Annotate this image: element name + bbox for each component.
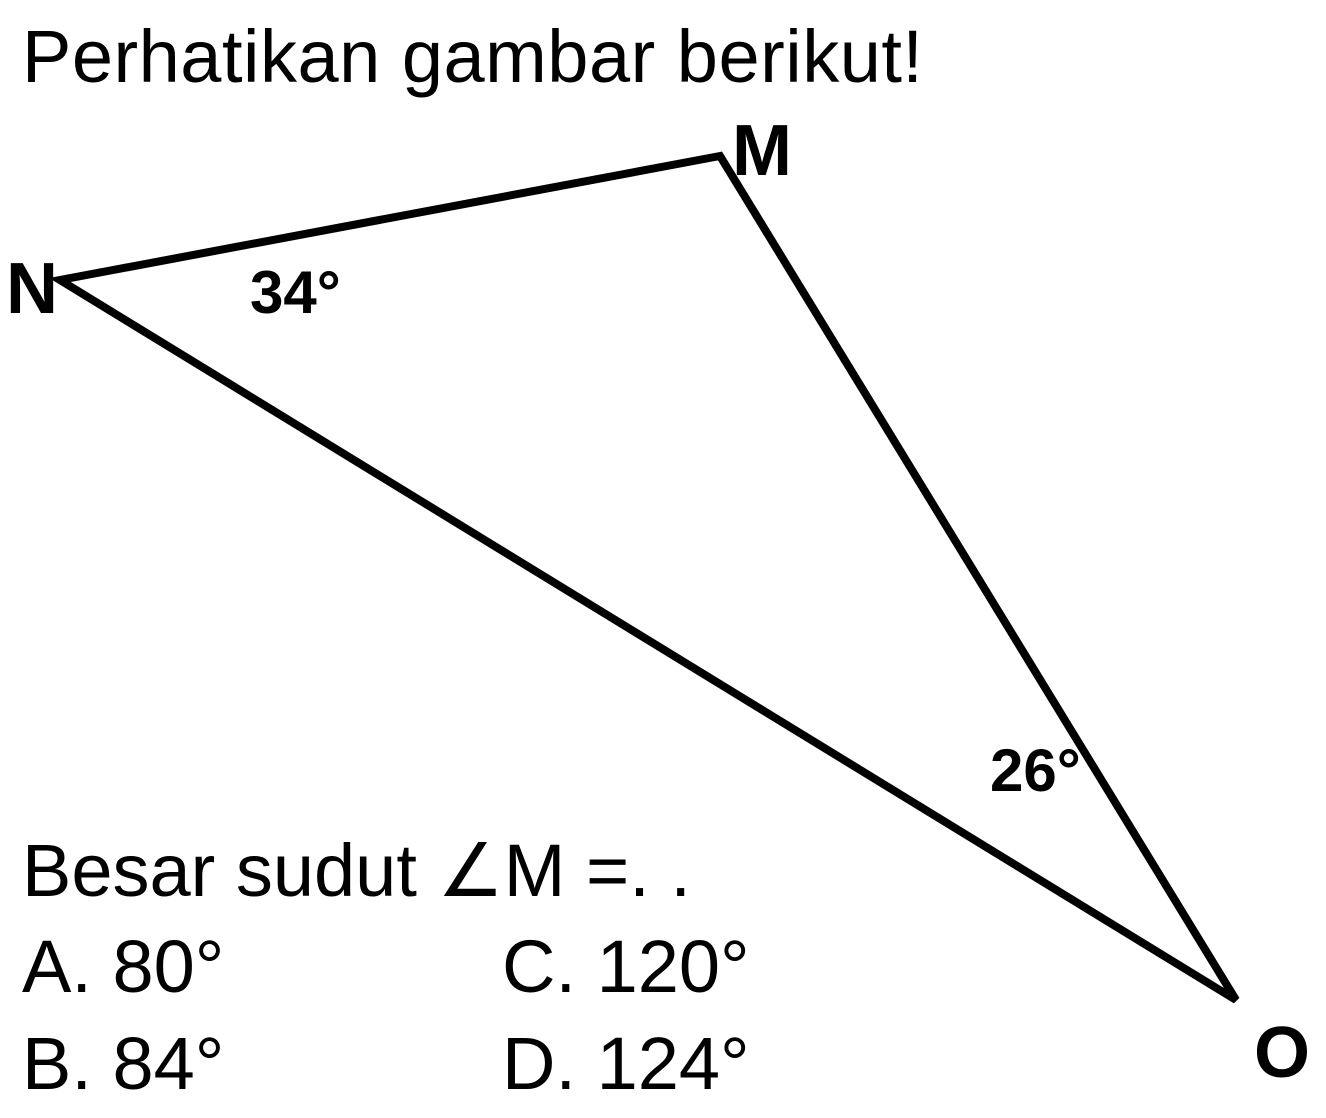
angle-label-n: 34° (250, 258, 341, 327)
option-d: D. 124° (502, 1021, 750, 1106)
option-a-value: 80° (112, 925, 224, 1008)
option-a: A. 80° (22, 924, 502, 1009)
option-a-prefix: A. (22, 925, 92, 1008)
options-row-1: A. 80° C. 120° (22, 924, 750, 1009)
option-b-value: 84° (112, 1022, 224, 1105)
options-row-2: B. 84° D. 124° (22, 1021, 750, 1106)
question-text: Besar sudut ∠M =. . (22, 828, 691, 914)
option-d-value: 124° (597, 1022, 750, 1105)
option-c-prefix: C. (502, 925, 576, 1008)
vertex-label-m: M (732, 110, 792, 192)
option-b-prefix: B. (22, 1022, 92, 1105)
option-c-value: 120° (597, 925, 750, 1008)
vertex-label-n: N (6, 248, 58, 330)
vertex-label-o: O (1254, 1012, 1310, 1094)
option-c: C. 120° (502, 924, 750, 1009)
options-block: A. 80° C. 120° B. 84° D. 124° (22, 924, 750, 1118)
option-d-prefix: D. (502, 1022, 576, 1105)
angle-label-o: 26° (990, 736, 1081, 805)
option-b: B. 84° (22, 1021, 502, 1106)
